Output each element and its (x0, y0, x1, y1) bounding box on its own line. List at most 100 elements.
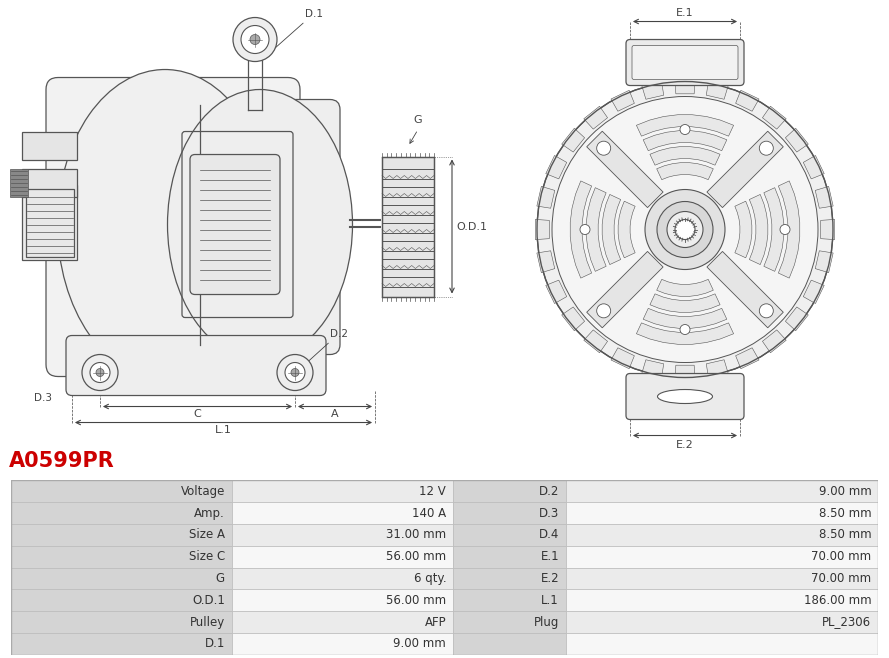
Polygon shape (675, 80, 695, 94)
Circle shape (285, 363, 305, 382)
Polygon shape (763, 330, 786, 353)
Circle shape (291, 368, 299, 376)
Bar (566, 611, 878, 633)
Polygon shape (657, 280, 713, 296)
Polygon shape (602, 194, 621, 265)
Bar (453, 545, 566, 567)
Polygon shape (707, 251, 783, 328)
Text: A: A (332, 409, 339, 418)
Bar (453, 480, 566, 502)
Polygon shape (749, 194, 768, 265)
Polygon shape (785, 307, 808, 331)
Circle shape (277, 355, 313, 390)
Text: O.D.1: O.D.1 (456, 222, 487, 232)
Ellipse shape (58, 70, 273, 380)
Polygon shape (785, 128, 808, 152)
Polygon shape (706, 82, 728, 99)
Ellipse shape (167, 89, 353, 359)
Polygon shape (637, 323, 733, 344)
Text: 186.00 mm: 186.00 mm (804, 594, 871, 607)
Bar (22, 184, 77, 259)
Bar (566, 567, 878, 590)
Circle shape (680, 324, 690, 334)
Circle shape (96, 368, 104, 376)
Bar (566, 502, 878, 524)
Bar (232, 502, 453, 524)
FancyBboxPatch shape (626, 374, 744, 420)
Text: 31.00 mm: 31.00 mm (386, 528, 446, 542)
Text: Pulley: Pulley (189, 615, 225, 628)
Bar (232, 611, 453, 633)
Bar (11, 611, 232, 633)
Text: E.2: E.2 (541, 572, 559, 585)
Polygon shape (815, 186, 833, 208)
Bar (566, 633, 878, 655)
Polygon shape (537, 251, 555, 272)
Bar (566, 590, 878, 611)
Polygon shape (804, 280, 824, 303)
Polygon shape (735, 90, 759, 111)
FancyBboxPatch shape (626, 39, 744, 86)
Text: D.4: D.4 (539, 528, 559, 542)
Polygon shape (546, 280, 566, 303)
FancyBboxPatch shape (190, 155, 280, 295)
Text: 9.00 mm: 9.00 mm (819, 485, 871, 497)
Text: 12 V: 12 V (420, 485, 446, 497)
Bar (22, 132, 77, 159)
Polygon shape (657, 163, 713, 180)
Bar (566, 480, 878, 502)
Text: D.1: D.1 (272, 9, 323, 51)
Polygon shape (706, 360, 728, 378)
Bar (11, 567, 232, 590)
Polygon shape (779, 181, 800, 278)
Polygon shape (535, 219, 549, 240)
Polygon shape (643, 131, 727, 151)
Text: 8.50 mm: 8.50 mm (819, 528, 871, 542)
Text: E.1: E.1 (541, 550, 559, 563)
Circle shape (780, 224, 790, 234)
Text: 140 A: 140 A (412, 507, 446, 520)
Bar (232, 633, 453, 655)
Text: Plug: Plug (533, 615, 559, 628)
Circle shape (90, 363, 110, 382)
Text: PL_2306: PL_2306 (822, 615, 871, 628)
Polygon shape (735, 201, 752, 258)
Text: G: G (216, 572, 225, 585)
Text: AFP: AFP (425, 615, 446, 628)
Polygon shape (586, 188, 606, 271)
Polygon shape (764, 188, 784, 271)
Text: Size C: Size C (188, 550, 225, 563)
FancyBboxPatch shape (632, 45, 738, 80)
Polygon shape (821, 219, 835, 240)
Polygon shape (584, 330, 607, 353)
Circle shape (675, 220, 695, 240)
Bar (232, 545, 453, 567)
Bar (11, 545, 232, 567)
Circle shape (680, 124, 690, 134)
Text: 70.00 mm: 70.00 mm (812, 550, 871, 563)
Circle shape (250, 34, 260, 45)
Circle shape (759, 141, 773, 155)
Bar (453, 502, 566, 524)
Circle shape (657, 201, 713, 257)
Bar (566, 524, 878, 545)
Polygon shape (562, 128, 585, 152)
Text: 70.00 mm: 70.00 mm (812, 572, 871, 585)
Circle shape (580, 224, 590, 234)
Circle shape (241, 26, 269, 53)
Text: A0599PR: A0599PR (9, 451, 115, 470)
Bar (26, 188, 74, 257)
Text: D.2: D.2 (539, 485, 559, 497)
Text: 8.50 mm: 8.50 mm (819, 507, 871, 520)
Polygon shape (815, 251, 833, 272)
Bar (11, 633, 232, 655)
Text: O.D.1: O.D.1 (192, 594, 225, 607)
Bar (453, 590, 566, 611)
FancyBboxPatch shape (190, 99, 340, 355)
Text: E.1: E.1 (677, 7, 693, 18)
Text: E.2: E.2 (677, 440, 694, 449)
Bar (22, 168, 77, 197)
Polygon shape (537, 186, 555, 208)
Ellipse shape (658, 390, 712, 403)
Bar (232, 590, 453, 611)
